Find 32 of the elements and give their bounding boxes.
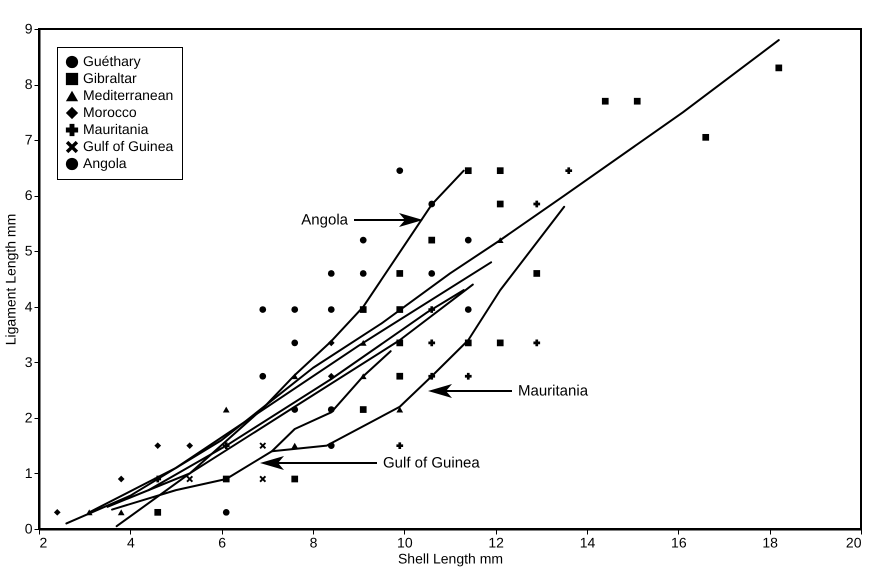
x-tick-label: 2: [40, 534, 48, 550]
y-tick-label: 1: [24, 464, 33, 481]
y-tick-label: 0: [24, 520, 33, 536]
annotation: Angola: [301, 212, 349, 228]
x-tick-label: 20: [846, 534, 862, 550]
annotation: Gulf of Guinea: [383, 454, 480, 472]
legend-label: Gibraltar: [83, 70, 138, 86]
legend-label: Gulf of Guinea: [83, 138, 174, 154]
x-tick-label: 4: [126, 534, 135, 550]
y-tick-label: 2: [24, 409, 33, 426]
x-tick-label: 16: [671, 534, 687, 550]
x-tick-label: 10: [397, 534, 413, 550]
y-tick-label: 4: [24, 298, 33, 314]
x-tick-label: 12: [488, 534, 504, 550]
x-tick-label: 8: [310, 534, 318, 550]
x-axis-title: Shell Length mm: [398, 550, 504, 566]
y-tick-label: 8: [24, 76, 33, 92]
x-tick-label: 18: [762, 534, 778, 550]
y-tick-label: 3: [24, 354, 33, 370]
x-tick-label: 6: [218, 534, 226, 550]
legend-label: Guéthary: [83, 53, 141, 69]
y-tick-label: 7: [24, 132, 33, 148]
legend-label: Angola: [83, 155, 127, 171]
legend-label: Morocco: [83, 104, 137, 120]
annotation: Mauritania: [518, 382, 589, 400]
x-tick-label: 14: [580, 534, 596, 550]
legend-label: Mauritania: [83, 121, 149, 137]
y-axis-title: Ligament Length mm: [2, 214, 19, 346]
legend-label: Mediterranean: [83, 87, 174, 103]
y-tick-label: 6: [24, 187, 33, 204]
y-tick-label: 9: [24, 20, 33, 36]
y-tick-label: 5: [24, 242, 33, 259]
